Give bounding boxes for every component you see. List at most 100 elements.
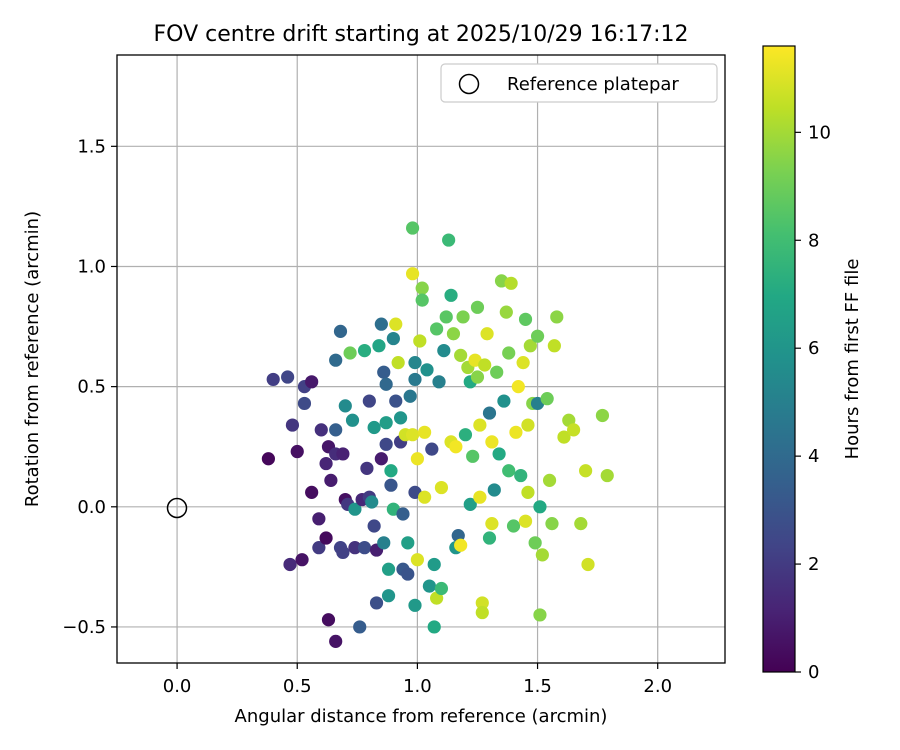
data-point [485, 517, 499, 531]
data-point [427, 557, 441, 572]
data-point [600, 468, 614, 483]
data-point [403, 389, 417, 403]
data-point [470, 300, 485, 314]
data-point [545, 517, 559, 531]
data-point [485, 435, 499, 449]
data-point [550, 310, 564, 324]
data-point [266, 372, 280, 387]
data-point [540, 392, 554, 406]
legend-label: Reference platepar [507, 74, 679, 95]
data-point [482, 531, 497, 545]
x-axis-ticks: 0.0 0.5 1.0 1.5 2.0 [163, 663, 672, 697]
data-point [333, 324, 348, 338]
colorbar-tick-label: 8 [808, 230, 819, 251]
data-point [338, 399, 352, 413]
data-point [523, 339, 537, 353]
data-point [336, 545, 350, 560]
x-tick-label: 2.0 [643, 676, 672, 697]
data-point [497, 394, 511, 408]
x-tick-label: 1.5 [523, 676, 552, 697]
data-point [324, 473, 338, 487]
data-point [381, 589, 396, 603]
data-point [521, 485, 535, 499]
data-point [579, 464, 593, 478]
data-point [463, 497, 477, 511]
data-point [410, 553, 424, 567]
data-point [365, 495, 379, 509]
data-point [377, 365, 391, 379]
x-tick-label: 1.0 [403, 676, 432, 697]
data-point [357, 343, 372, 358]
data-point [281, 370, 295, 384]
data-point [348, 541, 362, 555]
data-point [329, 423, 343, 437]
data-point [595, 408, 610, 423]
data-point [454, 538, 468, 552]
data-point [283, 557, 297, 572]
data-point [420, 363, 434, 377]
data-point [542, 473, 557, 487]
data-point [478, 358, 492, 372]
data-point [454, 348, 468, 362]
data-point [547, 339, 561, 353]
data-point [535, 548, 549, 562]
data-point [384, 464, 398, 478]
data-point [389, 394, 403, 408]
data-point [305, 485, 319, 499]
data-point [415, 293, 429, 307]
data-point [377, 536, 391, 550]
y-tick-label: 0.5 [77, 377, 106, 398]
data-point [470, 370, 485, 384]
data-point [475, 605, 489, 620]
data-point [504, 276, 518, 290]
y-axis-ticks: −0.5 0.0 0.5 1.0 1.5 [62, 136, 117, 638]
data-point [405, 267, 420, 281]
data-point [574, 517, 588, 531]
data-point [408, 372, 422, 387]
data-point [509, 425, 523, 439]
data-point [360, 461, 374, 475]
data-point [567, 423, 581, 437]
legend-marker [458, 73, 480, 95]
data-point [490, 365, 504, 379]
data-point [329, 353, 343, 367]
data-point [312, 541, 326, 555]
data-point [295, 553, 309, 567]
data-point [444, 288, 458, 302]
data-point [408, 598, 422, 612]
data-point [379, 377, 393, 391]
data-point [533, 608, 547, 622]
colorbar-tick-label: 10 [808, 122, 831, 143]
data-point [374, 452, 388, 466]
data-point [432, 375, 446, 389]
data-point [502, 346, 516, 360]
data-point [434, 581, 449, 596]
data-point [521, 418, 535, 432]
data-point [422, 579, 437, 593]
y-tick-label: 0.0 [77, 497, 106, 518]
y-tick-label: −0.5 [62, 617, 106, 638]
data-point [475, 596, 489, 610]
data-point [437, 343, 451, 358]
x-tick-label: 0.0 [163, 676, 192, 697]
data-point [415, 281, 429, 295]
data-point [516, 356, 530, 370]
data-point [384, 478, 398, 492]
data-point [533, 500, 547, 514]
data-point [369, 596, 384, 610]
data-point [305, 375, 319, 389]
data-point [319, 531, 333, 545]
data-point [442, 233, 456, 247]
data-point [581, 557, 595, 572]
data-point [458, 428, 473, 442]
data-point [401, 536, 415, 550]
data-point [329, 634, 343, 648]
colorbar-tick-label: 4 [808, 446, 819, 467]
colorbar-tick-label: 6 [808, 338, 819, 359]
data-point [557, 430, 571, 444]
data-point [401, 567, 415, 581]
data-point [482, 406, 497, 420]
data-point [379, 416, 393, 430]
data-point [321, 613, 336, 627]
